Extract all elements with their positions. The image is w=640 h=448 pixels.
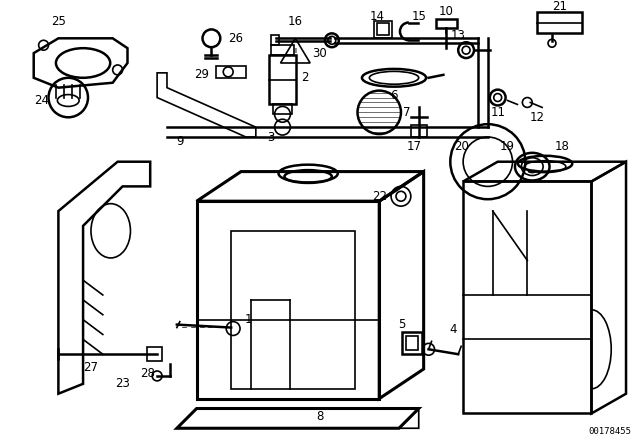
Text: 16: 16 — [288, 15, 303, 28]
Text: 13: 13 — [451, 29, 466, 42]
Text: 24: 24 — [34, 94, 49, 107]
Bar — [435, 18, 457, 28]
Text: 18: 18 — [554, 140, 570, 153]
Bar — [537, 12, 582, 33]
Text: 11: 11 — [490, 106, 505, 119]
Bar — [411, 125, 427, 137]
Bar — [377, 23, 389, 35]
Text: 9: 9 — [176, 135, 184, 148]
Text: 22: 22 — [372, 190, 387, 203]
Text: 27: 27 — [83, 361, 99, 374]
Bar — [271, 35, 278, 45]
Text: 26: 26 — [228, 32, 244, 45]
Text: 4: 4 — [449, 323, 457, 336]
Text: 15: 15 — [412, 10, 426, 23]
Text: 21: 21 — [552, 0, 568, 13]
Text: 8: 8 — [316, 410, 324, 423]
Text: 12: 12 — [530, 111, 545, 124]
Text: 29: 29 — [194, 69, 209, 82]
Bar — [406, 336, 418, 350]
Text: 00178455: 00178455 — [588, 427, 631, 436]
Text: 7: 7 — [403, 106, 411, 119]
Text: !: ! — [293, 48, 297, 58]
Text: 23: 23 — [115, 377, 130, 390]
Bar — [216, 66, 246, 78]
Text: 5: 5 — [398, 318, 406, 331]
Text: 28: 28 — [140, 367, 155, 380]
Bar — [374, 21, 392, 39]
Text: 2: 2 — [301, 71, 309, 84]
Bar — [273, 104, 292, 114]
Bar — [269, 55, 296, 104]
Bar — [402, 332, 422, 354]
Text: 19: 19 — [500, 140, 515, 153]
Text: 10: 10 — [439, 5, 454, 18]
Text: 3: 3 — [267, 130, 275, 143]
Bar — [271, 45, 294, 55]
Text: 14: 14 — [370, 10, 385, 23]
Text: 17: 17 — [406, 140, 421, 153]
Text: 1: 1 — [245, 313, 253, 326]
Text: 20: 20 — [454, 140, 468, 153]
Text: 30: 30 — [312, 47, 328, 60]
Text: 6: 6 — [390, 89, 398, 102]
Text: 25: 25 — [51, 15, 66, 28]
